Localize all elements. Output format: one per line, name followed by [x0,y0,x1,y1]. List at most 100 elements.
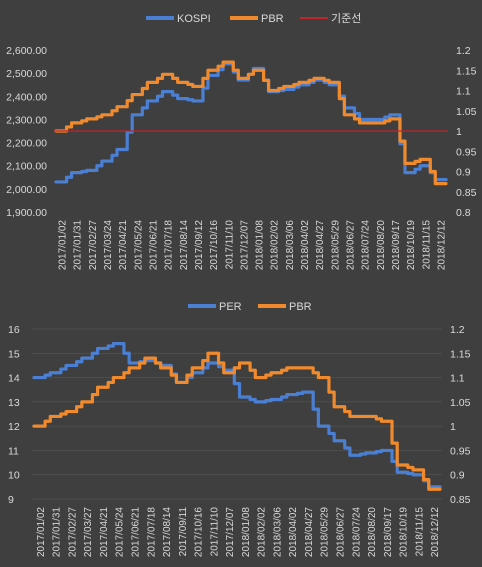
x-tick-label: 2017/02/27 [88,220,99,270]
x-tick-label: 2017/11/10 [209,507,220,557]
x-tick-label: 2018/01/08 [255,220,266,270]
x-tick-label: 2018/11/15 [414,507,425,557]
x-tick-label: 2018/06/27 [336,507,347,557]
kospi-pbr-chart: KOSPI PBR 기준선 1,900.00 2,000.00 2,100.00 2,200… [6,12,477,270]
x-tick-label: 2018/01/08 [241,507,252,557]
x-tick-label: 2018/10/19 [406,220,417,270]
x-tick-label: 2018/05/29 [320,507,331,557]
x-tick-label: 2018/06/27 [346,220,357,270]
x-tick-label: 2017/11/10 [224,220,235,270]
x-tick-label: 2018/03/06 [285,220,296,270]
y-left-tick-label: 14 [8,373,20,385]
x-tick-label: 2018/02/02 [270,220,281,270]
y-left-tick-label: 15 [8,348,20,360]
series-line-kospi [54,62,448,184]
per-pbr-chart: PER PBR 9 10 11 12 13 14 15 16 0.85 0.9 0.95 1 1.05 1.1… [8,301,471,557]
legend-label: PBR [261,13,284,25]
y-right-tick-label: 0.8 [456,207,471,219]
x-tick-label: 2018/09/17 [383,507,394,557]
x-tick-label: 2018/04/27 [304,507,315,557]
legend-entry: PBR [230,13,284,25]
y-right-tick-label: 1.15 [456,65,477,77]
x-tick-label: 2017/01/31 [52,507,63,557]
y-right-tick-label: 1 [456,126,462,138]
x-tick-label: 2018/08/20 [376,220,387,270]
y-right-tick-label: 1.05 [456,106,477,118]
x-tick-label: 2017/09/12 [194,220,205,270]
series-line-pbr [54,60,448,186]
x-tick-label: 2018/05/29 [330,220,341,270]
legend-label: 기준선 [331,12,361,25]
y-left-tick-label: 2,600.00 [6,45,47,57]
x-tick-label: 2018/07/24 [351,507,362,557]
x-tick-label: 2017/04/21 [99,507,110,557]
x-tick-label: 2018/04/02 [300,220,311,270]
x-tick-label: 2017/09/11 [178,507,189,557]
y-right-tick-label: 0.95 [450,445,471,457]
y-right-tick-label: 0.9 [450,470,465,482]
y-right-tick-label: 1 [450,421,456,433]
x-tick-label: 2017/12/07 [239,220,250,270]
y-left-tick-label: 2,500.00 [6,68,47,80]
legend-entry: KOSPI [146,13,211,25]
x-tick-label: 2018/12/12 [436,220,447,270]
y-right-tick-label: 1.15 [450,348,471,360]
x-tick-label: 2018/02/02 [257,507,268,557]
x-tick-label: 2017/01/02 [58,220,69,270]
y-right-tick-label: 0.85 [456,187,477,199]
x-tick-label: 2018/03/06 [272,507,283,557]
y-left-tick-label: 16 [8,324,20,336]
x-tick-label: 2017/02/27 [67,507,78,557]
legend-label: PER [219,301,242,313]
y-left-tick-label: 2,300.00 [6,114,47,126]
legend-entry: 기준선 [300,12,361,25]
x-tick-label: 2017/10/16 [209,220,220,270]
x-tick-label: 2018/10/19 [399,507,410,557]
y-right-tick-label: 1.1 [450,373,465,385]
y-left-tick-label: 2,100.00 [6,161,47,173]
y-left-tick-label: 1,900.00 [6,207,47,219]
legend-label: PBR [289,301,312,313]
x-tick-label: 2018/07/24 [361,220,372,270]
y-left-tick-label: 2,400.00 [6,91,47,103]
x-tick-label: 2018/08/20 [367,507,378,557]
x-tick-label: 2017/10/16 [194,507,205,557]
x-tick-label: 2017/07/18 [146,507,157,557]
y-left-tick-label: 2,000.00 [6,184,47,196]
y-right-tick-label: 1.2 [450,324,465,336]
y-right-tick-label: 1.2 [456,45,471,57]
x-tick-label: 2017/12/07 [225,507,236,557]
x-tick-label: 2017/08/14 [162,507,173,557]
x-tick-label: 2017/03/27 [83,507,94,557]
legend-entry: PBR [258,301,312,313]
legend-label: KOSPI [177,13,211,25]
y-right-tick-label: 0.9 [456,167,471,179]
y-left-tick-label: 10 [8,470,20,482]
x-tick-label: 2017/06/21 [149,220,160,270]
x-tick-label: 2017/05/24 [133,220,144,270]
x-tick-label: 2018/09/17 [391,220,402,270]
x-tick-label: 2018/04/27 [315,220,326,270]
y-right-tick-label: 1.1 [456,86,471,98]
x-tick-label: 2017/01/02 [36,507,47,557]
x-tick-label: 2017/04/21 [118,220,129,270]
legend-entry: PER [188,301,242,313]
x-tick-label: 2018/11/15 [421,220,432,270]
series-line-per [32,341,442,489]
x-tick-label: 2017/08/14 [179,220,190,270]
series-line-pbr [32,351,442,491]
x-tick-label: 2017/03/24 [103,220,114,270]
x-tick-label: 2018/12/12 [430,507,441,557]
y-left-tick-label: 12 [8,421,20,433]
y-left-tick-label: 9 [8,494,14,506]
x-tick-label: 2017/07/18 [164,220,175,270]
x-tick-label: 2018/04/02 [288,507,299,557]
y-right-tick-label: 0.85 [450,494,471,506]
y-left-tick-label: 11 [8,445,19,457]
x-tick-label: 2017/06/21 [131,507,142,557]
y-left-tick-label: 2,200.00 [6,138,47,150]
y-right-tick-label: 0.95 [456,146,477,158]
x-tick-label: 2017/01/31 [73,220,84,270]
y-right-tick-label: 1.05 [450,397,471,409]
y-left-tick-label: 13 [8,397,20,409]
